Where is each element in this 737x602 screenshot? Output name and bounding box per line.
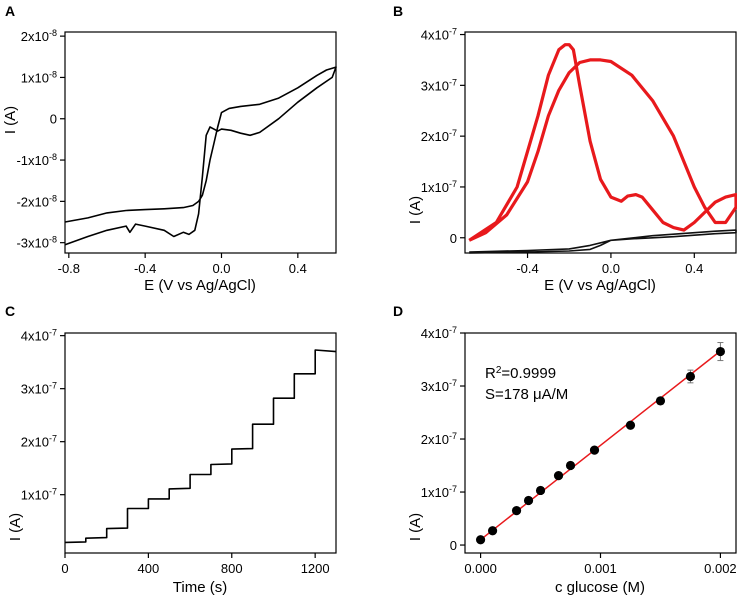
panel-c: C 0 400 800 1200 1x10-7 2x10-7 3x10-7 4x10-7 Ti… <box>5 303 337 596</box>
panel-d-xlabel: c glucose (M) <box>555 579 645 596</box>
series-line <box>64 66 337 246</box>
x-tick-label: 0.000 <box>464 561 497 576</box>
data-point <box>487 526 498 536</box>
y-tick-label: 1x10-8 <box>21 69 57 85</box>
data-point <box>655 396 666 406</box>
panel-a-label: A <box>5 3 15 19</box>
y-tick-label: 2x10-7 <box>421 431 457 447</box>
x-tick-label: 1200 <box>301 561 330 576</box>
panel-a-series <box>64 66 337 246</box>
panel-c-xlabel: Time (s) <box>173 579 227 596</box>
panel-d-ticks: 0.000 0.001 0.002 0 1x10-7 2x10-7 3x10-7 4x10-7 <box>421 325 737 576</box>
panel-c-frame <box>64 332 337 554</box>
x-tick-label: 400 <box>138 561 160 576</box>
y-tick-label: -1x10-8 <box>16 152 57 168</box>
panel-b-xlabel: E (V vs Ag/AgCl) <box>544 277 656 294</box>
data-point <box>475 535 486 545</box>
panel-d-series <box>475 342 726 545</box>
y-tick-label: 4x10-7 <box>21 328 57 344</box>
panel-b-series <box>468 43 737 254</box>
r-squared-annotation: R2=0.9999 <box>485 365 556 383</box>
x-tick-label: -0.4 <box>516 261 538 276</box>
data-point <box>715 346 726 357</box>
data-point <box>565 460 576 471</box>
y-tick-label: 0 <box>450 231 457 246</box>
data-point <box>511 505 522 516</box>
x-tick-label: 0.002 <box>704 561 737 576</box>
x-tick-label: 0.0 <box>212 261 230 276</box>
y-tick-label: 2x10-7 <box>421 128 457 144</box>
x-tick-label: 800 <box>221 561 243 576</box>
panel-c-ticks: 0 400 800 1200 1x10-7 2x10-7 3x10-7 4x10-7 <box>21 328 330 576</box>
sensitivity-annotation: S=178 μA/M <box>485 386 568 403</box>
panel-b-ylabel: I (A) <box>407 196 424 224</box>
series-line <box>480 350 721 541</box>
x-tick-label: -0.4 <box>134 261 156 276</box>
y-tick-label: 2x10-7 <box>21 434 57 450</box>
y-tick-label: 3x10-7 <box>421 378 457 394</box>
panel-a-ticks: -0.8 -0.4 0.0 0.4 -3x10-8 -2x10-8 -1x10-8 0 1x10… <box>16 28 306 276</box>
x-tick-label: 0.001 <box>584 561 617 576</box>
panel-d-label: D <box>393 303 403 319</box>
y-tick-label: 3x10-7 <box>21 381 57 397</box>
data-point <box>685 371 696 382</box>
panel-a-xlabel: E (V vs Ag/AgCl) <box>144 277 256 294</box>
data-point <box>625 420 636 430</box>
panel-b-ticks: -0.4 0.0 0.4 0 1x10-7 2x10-7 3x10-7 4x10-7 <box>421 27 704 276</box>
data-point <box>553 471 564 481</box>
panel-c-ylabel: I (A) <box>7 513 24 541</box>
y-tick-label: 2x10-8 <box>21 28 57 44</box>
panel-c-series <box>64 349 337 544</box>
panel-a-frame <box>64 31 337 254</box>
panel-b: B -0.4 0.0 0.4 0 1x10-7 2x10-7 3x10-7 4x10-7 E … <box>393 3 737 294</box>
y-tick-label: 0 <box>450 538 457 553</box>
y-tick-label: 0 <box>50 112 57 127</box>
data-point <box>523 495 534 506</box>
y-tick-label: 4x10-7 <box>421 325 457 341</box>
data-point <box>589 445 600 455</box>
x-tick-label: 0.4 <box>685 261 703 276</box>
x-tick-label: 0.4 <box>289 261 307 276</box>
panel-b-frame <box>464 31 737 254</box>
data-point <box>535 485 546 496</box>
series-line <box>469 229 737 254</box>
panel-a: A -0.8 -0.4 0.0 0.4 -3x10-8 -2x10-8 -1x10-8 0 1x… <box>2 3 337 294</box>
x-tick-label: 0 <box>61 561 68 576</box>
y-tick-label: 4x10-7 <box>421 27 457 43</box>
y-tick-label: 1x10-7 <box>421 179 457 195</box>
x-tick-label: -0.8 <box>58 261 80 276</box>
panel-a-ylabel: I (A) <box>2 106 19 134</box>
panel-c-label: C <box>5 303 15 319</box>
y-tick-label: 1x10-7 <box>21 487 57 503</box>
panel-d-ylabel: I (A) <box>407 513 424 541</box>
y-tick-label: 1x10-7 <box>421 484 457 500</box>
y-tick-label: 3x10-7 <box>421 77 457 93</box>
series-line <box>64 349 337 544</box>
panel-d: D 0.000 0.001 0.002 0 1x10-7 2x10-7 3x10-7 4x10… <box>393 303 737 596</box>
series-line <box>468 43 737 242</box>
x-tick-label: 0.0 <box>602 261 620 276</box>
y-tick-label: -3x10-8 <box>16 235 57 251</box>
y-tick-label: -2x10-8 <box>16 193 57 209</box>
panel-b-label: B <box>393 3 403 19</box>
